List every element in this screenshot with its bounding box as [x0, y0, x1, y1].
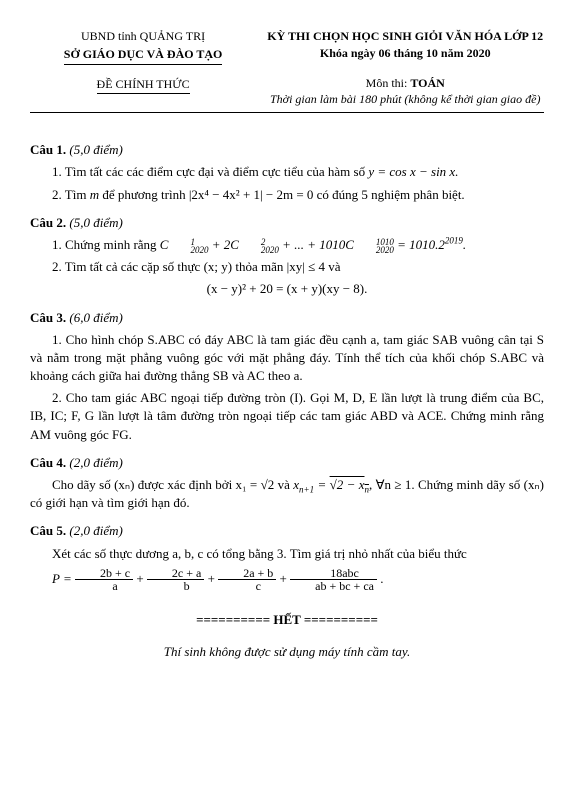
q5-title: Câu 5. (2,0 điểm) — [30, 522, 544, 540]
header-separator — [30, 112, 544, 113]
q5-dot: . — [380, 571, 383, 586]
q1-p1-eq: y = cos x − sin x. — [368, 164, 458, 179]
q5-f1n: 2b + c — [75, 567, 133, 581]
q4-p1d: x₁ = √2 — [236, 477, 275, 492]
plus2: + — [208, 571, 219, 586]
q2-p2b: (x; y) — [204, 259, 233, 274]
org-line1: UBND tỉnh QUẢNG TRỊ — [30, 28, 256, 45]
q1-p2d: |2x⁴ − 4x² + 1| − 2m = 0 — [189, 187, 314, 202]
q5-f2n: 2c + a — [147, 567, 204, 581]
q1-p2c: để phương trình — [99, 187, 189, 202]
q3-p1: 1. Cho hình chóp S.ABC có đáy ABC là tam… — [30, 331, 544, 386]
q1-pts: (5,0 điểm) — [69, 142, 122, 157]
q2-p1-eq: C12020 + 2C22020 + ... + 1010C10102020 =… — [160, 237, 466, 252]
document-header: UBND tỉnh QUẢNG TRỊ SỞ GIÁO DỤC VÀ ĐÀO T… — [30, 28, 544, 65]
q4-p1h: Chứng minh dãy số — [415, 477, 524, 492]
q4-title: Câu 4. (2,0 điểm) — [30, 454, 544, 472]
q5-pts: (2,0 điểm) — [69, 523, 122, 538]
q1-p2: 2. Tìm m để phương trình |2x⁴ − 4x² + 1|… — [30, 186, 544, 204]
q3-title: Câu 3. (6,0 điểm) — [30, 309, 544, 327]
footer-note: Thí sinh không được sử dụng máy tính cầm… — [30, 643, 544, 661]
q5-eq: P = 2b + ca + 2c + ab + 2a + bc + 18abca… — [30, 567, 544, 593]
q1-num: Câu 1. — [30, 142, 66, 157]
q2-p2e: và — [325, 259, 341, 274]
q5-f1d: a — [75, 580, 133, 593]
plus1: + — [136, 571, 147, 586]
q4-p1e: và — [274, 477, 293, 492]
q2-title: Câu 2. (5,0 điểm) — [30, 214, 544, 232]
q5-f1: 2b + ca — [75, 567, 133, 593]
q5-f2d: b — [147, 580, 204, 593]
subject-block: Môn thi: TOÁN Thời gian làm bài 180 phút… — [266, 75, 544, 109]
q5-f3: 2a + bc — [218, 567, 276, 593]
q4-pts: (2,0 điểm) — [69, 455, 122, 470]
official-label: ĐỀ CHÍNH THỨC — [97, 76, 190, 95]
official-block: ĐỀ CHÍNH THỨC — [30, 75, 256, 109]
q1-p2a: 2. Tìm — [52, 187, 90, 202]
doc-body: Câu 1. (5,0 điểm) 1. Tìm tất các các điể… — [30, 141, 544, 661]
subject-name: TOÁN — [410, 76, 444, 90]
q2-p2c: thỏa mãn — [232, 259, 287, 274]
plus3: + — [280, 571, 291, 586]
q2-eq: (x − y)² + 20 = (x + y)(xy − 8). — [30, 280, 544, 298]
q5-num: Câu 5. — [30, 523, 66, 538]
subject-line: Môn thi: TOÁN — [266, 75, 544, 92]
exam-time: Thời gian làm bài 180 phút (không kể thờ… — [266, 91, 544, 108]
q3-pts: (6,0 điểm) — [69, 310, 122, 325]
org-line2: SỞ GIÁO DỤC VÀ ĐÀO TẠO — [64, 46, 223, 65]
q1-p2e: có đúng 5 nghiệm phân biệt. — [313, 187, 464, 202]
q4-p1b: (xₙ) — [114, 477, 134, 492]
q2-num: Câu 2. — [30, 215, 66, 230]
q2-pts: (5,0 điểm) — [69, 215, 122, 230]
q4-p1i: (xₙ) — [524, 477, 544, 492]
q5-f4n: 18abc — [290, 567, 377, 581]
q5-p1: Xét các số thực dương a, b, c có tổng bằ… — [30, 545, 544, 563]
q2-p1a: 1. Chứng minh rằng — [52, 237, 160, 252]
q2-p2a: 2. Tìm tất cả các cặp số thực — [52, 259, 204, 274]
exam-title: KỲ THI CHỌN HỌC SINH GIỎI VĂN HÓA LỚP 12 — [266, 28, 544, 45]
end-line: ========== HẾT ========== — [30, 611, 544, 629]
q5-f2: 2c + ab — [147, 567, 204, 593]
q3-num: Câu 3. — [30, 310, 66, 325]
q2-p1: 1. Chứng minh rằng C12020 + 2C22020 + ..… — [30, 236, 544, 254]
q1-title: Câu 1. (5,0 điểm) — [30, 141, 544, 159]
q5-P: P = — [52, 571, 75, 586]
subject-label: Môn thi: — [366, 76, 411, 90]
q5-f4: 18abcab + bc + ca — [290, 567, 377, 593]
subheader: ĐỀ CHÍNH THỨC Môn thi: TOÁN Thời gian là… — [30, 75, 544, 109]
q1-p1: 1. Tìm tất các các điểm cực đại và điểm … — [30, 163, 544, 181]
q4-p1: Cho dãy số (xₙ) được xác định bởi x₁ = √… — [30, 476, 544, 512]
q5-f4d: ab + bc + ca — [290, 580, 377, 593]
q5-f3d: c — [218, 580, 276, 593]
exam-date: Khóa ngày 06 tháng 10 năm 2020 — [266, 45, 544, 62]
q1-p2b: m — [90, 187, 99, 202]
org-block: UBND tỉnh QUẢNG TRỊ SỞ GIÁO DỤC VÀ ĐÀO T… — [30, 28, 256, 65]
q4-p1g: , ∀n ≥ 1. — [369, 477, 415, 492]
q2-p2d: |xy| ≤ 4 — [287, 259, 325, 274]
q4-num: Câu 4. — [30, 455, 66, 470]
q3-p2: 2. Cho tam giác ABC ngoại tiếp đường trò… — [30, 389, 544, 444]
q4-p1a: Cho dãy số — [52, 477, 114, 492]
q1-p1a: 1. Tìm tất các các điểm cực đại và điểm … — [52, 164, 368, 179]
q4-p1c: được xác định bởi — [134, 477, 235, 492]
exam-block: KỲ THI CHỌN HỌC SINH GIỎI VĂN HÓA LỚP 12… — [266, 28, 544, 65]
q5-f3n: 2a + b — [218, 567, 276, 581]
q2-p2: 2. Tìm tất cả các cặp số thực (x; y) thỏ… — [30, 258, 544, 276]
q4-p1j: có giới hạn và tìm giới hạn đó. — [30, 495, 190, 510]
q4-rec: xn+1 = √2 − xn — [293, 477, 369, 492]
